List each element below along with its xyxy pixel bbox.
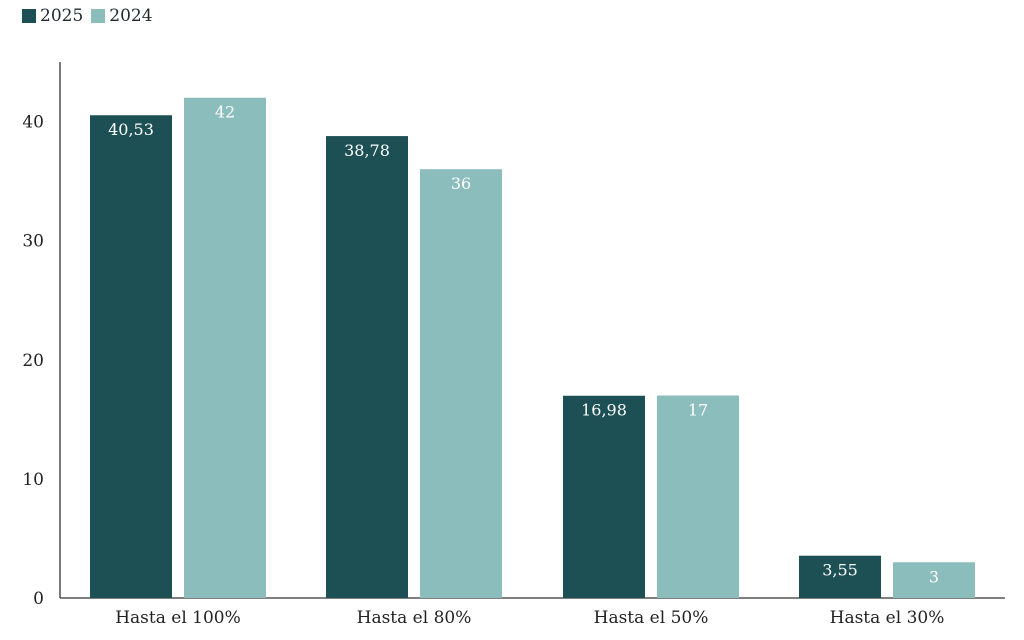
data-label-2024-2: 36 [451,174,471,193]
data-label-2025-1: 40,53 [108,120,154,139]
bar-2025-1 [90,115,172,598]
x-tick-label: Hasta el 100% [115,608,241,628]
data-label-2025-2: 38,78 [344,141,390,160]
x-tick-labels: Hasta el 100% Hasta el 80% Hasta el 50% Has… [115,608,944,628]
x-tick-label: Hasta el 30% [830,608,945,628]
data-labels: 40,53 38,78 16,98 3,55 42 36 17 3 [108,103,939,587]
y-tick-label: 10 [22,470,44,490]
bar-2024-2 [420,169,502,598]
bars [90,97,975,599]
y-tick-label: 40 [22,113,44,133]
bar-2024-3 [657,395,739,598]
legend-item-2025: 2025 [22,6,83,26]
y-tick-labels: 0 10 20 30 40 [22,113,44,609]
y-tick-label: 0 [33,589,44,609]
chart-legend: 2025 2024 [22,6,153,26]
x-tick-label: Hasta el 80% [357,608,472,628]
data-label-2024-4: 3 [929,567,939,586]
bar-2024-1 [184,97,266,598]
legend-swatch-2025 [22,9,36,23]
legend-swatch-2024 [91,9,106,23]
bar-2024-4 [893,562,975,598]
legend-label-2024: 2024 [109,6,153,26]
legend-label-2025: 2025 [40,6,84,26]
data-label-2025-3: 16,98 [581,401,627,420]
data-label-2025-4: 3,55 [822,561,858,580]
bar-2025-4 [799,555,881,598]
data-label-2024-3: 17 [688,401,708,420]
y-tick-label: 30 [22,232,44,252]
data-label-2024-1: 42 [215,103,235,122]
y-tick-label: 20 [22,351,44,371]
legend-item-2024: 2024 [91,6,153,26]
x-tick-label: Hasta el 50% [594,608,709,628]
bar-2025-2 [326,136,408,599]
bar-2025-3 [563,395,645,598]
